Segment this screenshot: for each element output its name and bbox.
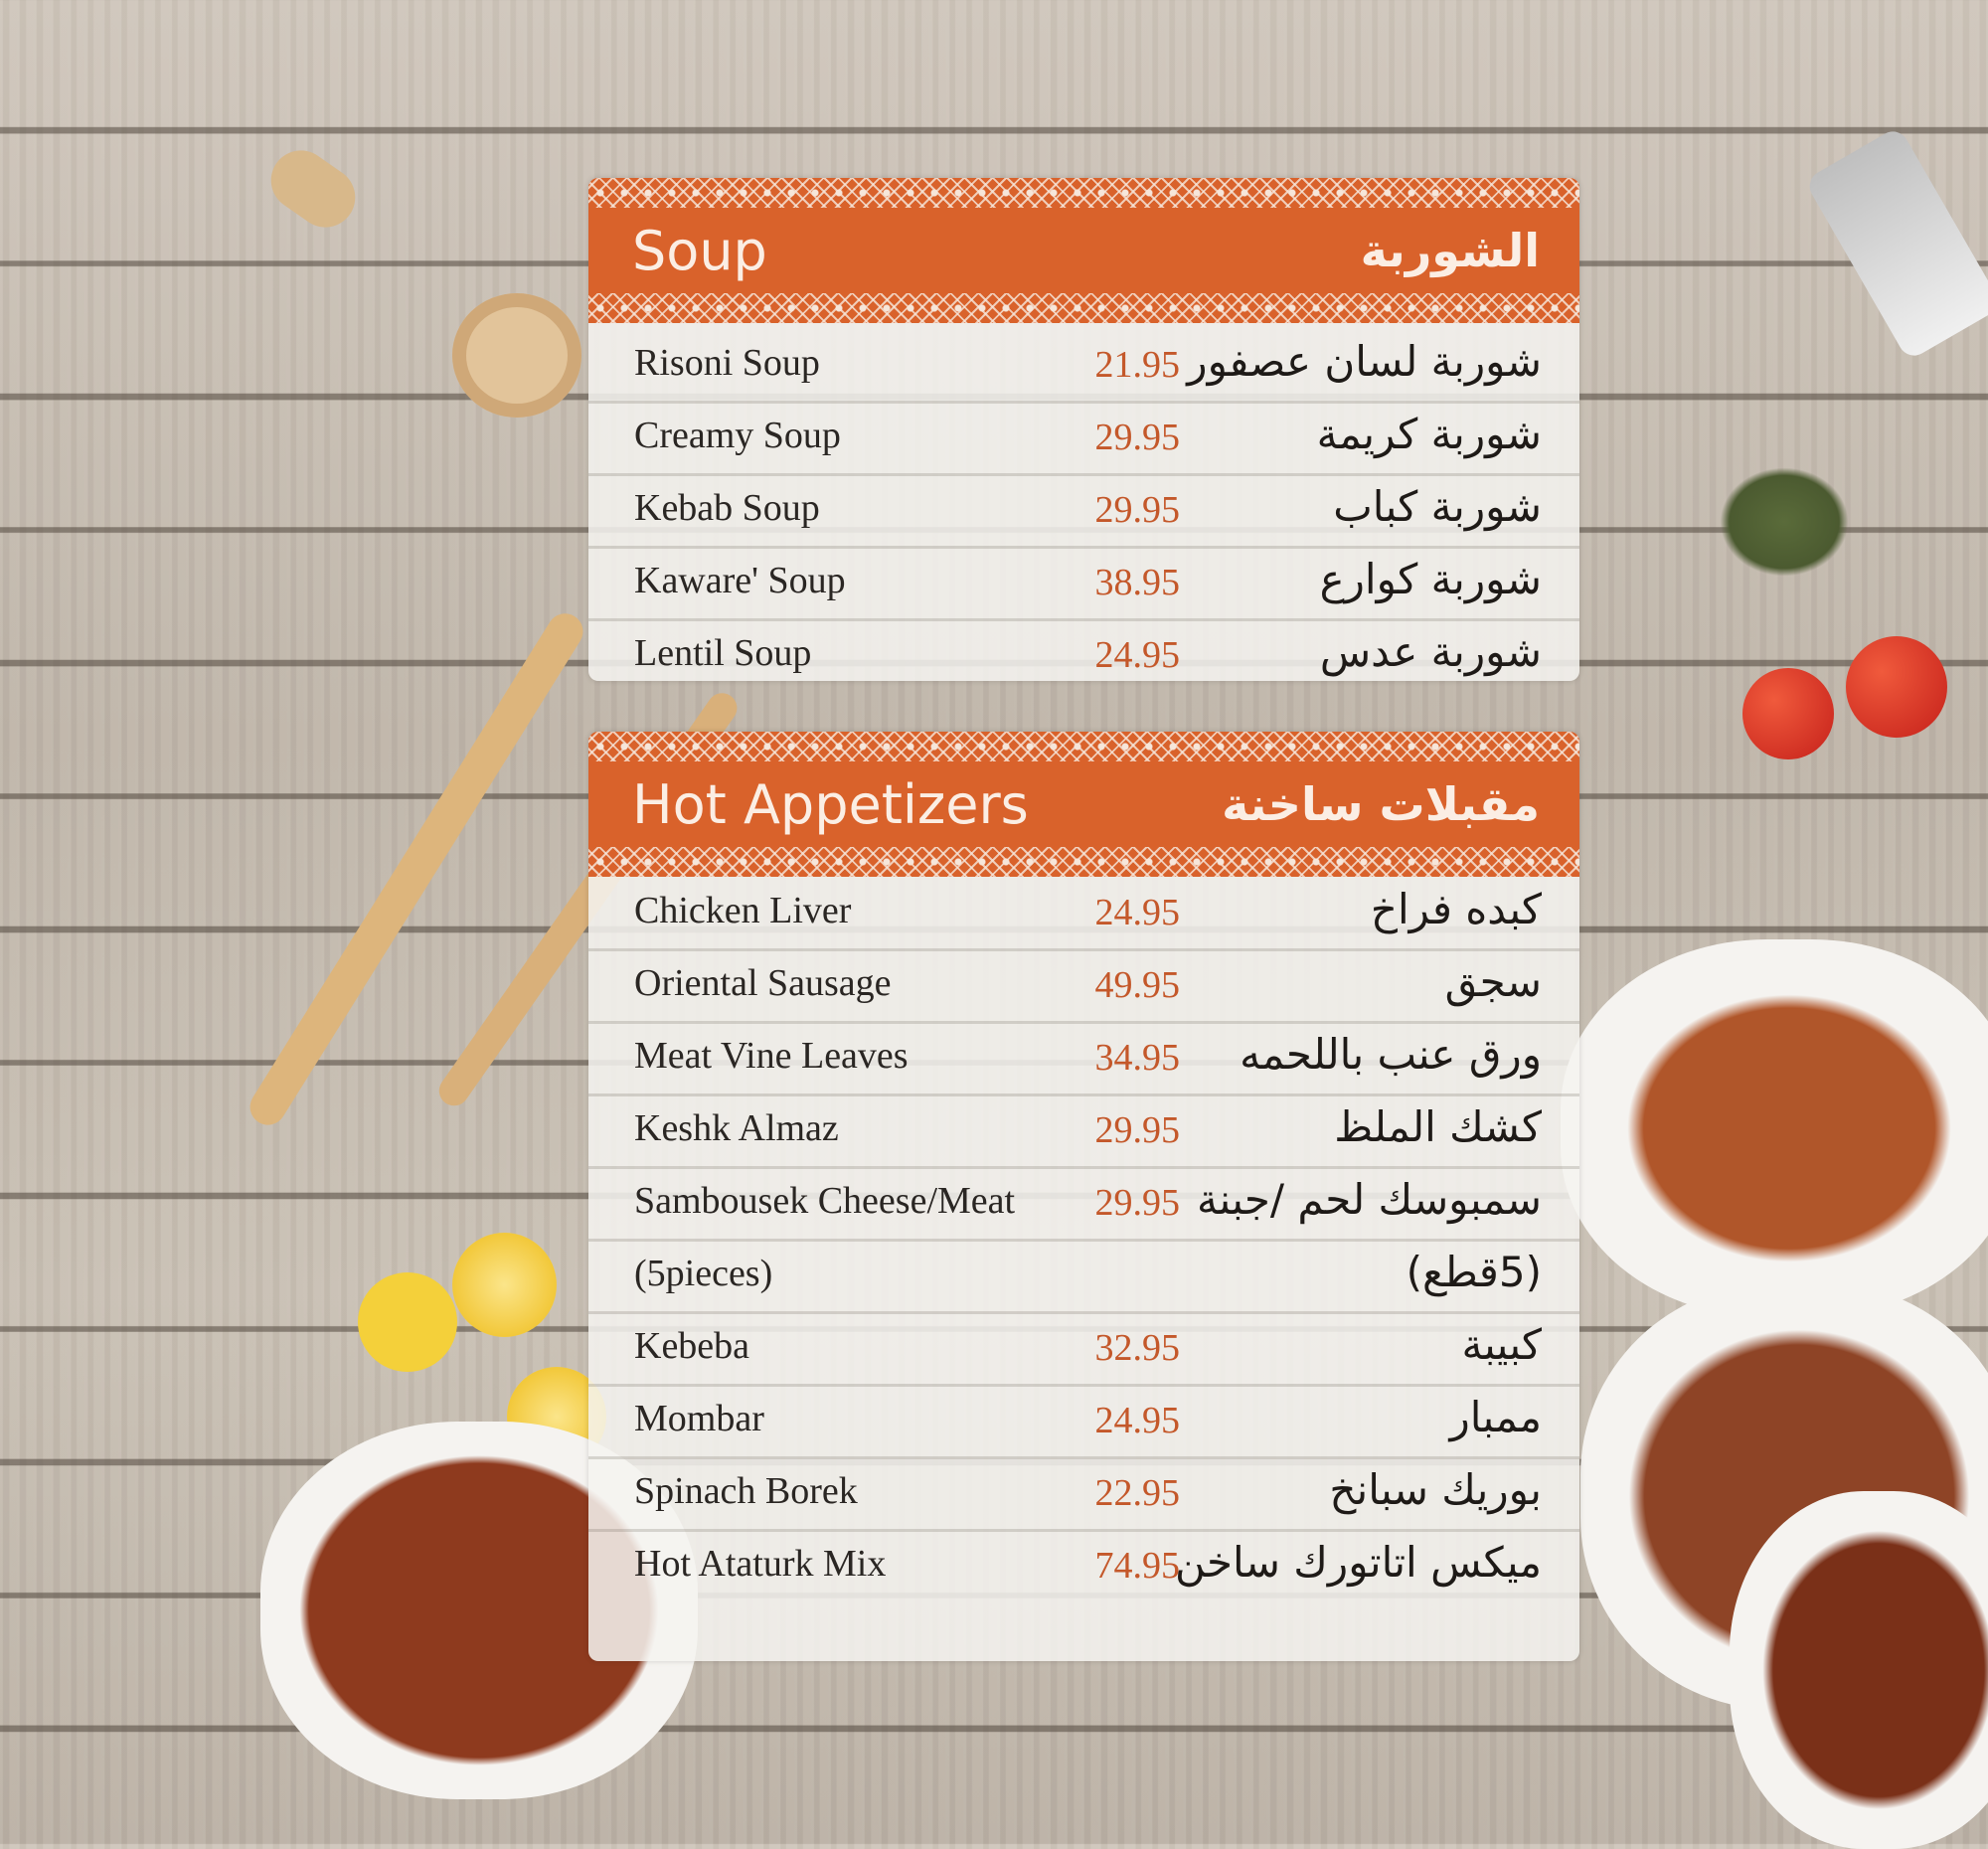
item-price: 24.95 (1094, 892, 1181, 933)
herbs-icon (1720, 467, 1849, 577)
salt-shaker-icon (1803, 125, 1988, 362)
item-name-en: Keshk Almaz (634, 1107, 839, 1149)
item-name-ar: شوربة عدس (1319, 627, 1542, 676)
item-name-ar: شوربة كباب (1333, 482, 1542, 531)
tomato-icon (1742, 668, 1834, 759)
item-price: 29.95 (1094, 1182, 1181, 1224)
menu-item: Kaware' Soup 38.95 شوربة كوارع (588, 549, 1579, 621)
item-name-en: Hot Ataturk Mix (634, 1543, 887, 1585)
item-name-ar: كبيبة (1461, 1320, 1542, 1369)
tomato-icon (1846, 636, 1947, 738)
menu-section-hot-appetizers: Hot Appetizers مقبلات ساخنة Chicken Live… (588, 732, 1579, 1661)
item-price: 29.95 (1094, 417, 1181, 458)
item-name-ar: سجق (1444, 957, 1542, 1006)
item-name-en: Kaware' Soup (634, 560, 846, 601)
item-price: 22.95 (1094, 1472, 1181, 1514)
section-title-en: Hot Appetizers (632, 772, 1029, 836)
item-name-ar: شوربة كريمة (1316, 410, 1542, 458)
item-name-en: Mombar (634, 1398, 764, 1439)
item-name-ar: كبده فراخ (1370, 885, 1542, 933)
item-price: 21.95 (1094, 344, 1181, 386)
item-price: 32.95 (1094, 1327, 1181, 1369)
item-name-ar: شوربة كوارع (1319, 555, 1542, 603)
wooden-scoop-icon (258, 138, 368, 240)
item-name-ar: ورق عنب باللحمه (1240, 1030, 1542, 1079)
section-title-en: Soup (632, 219, 767, 282)
menu-item: Chicken Liver 24.95 كبده فراخ (588, 879, 1579, 951)
menu-item: Kebab Soup 29.95 شوربة كباب (588, 476, 1579, 549)
item-name-ar: سمبوسك لحم /جبنة (1197, 1175, 1542, 1224)
item-name-en: Creamy Soup (634, 415, 841, 456)
item-name-en: Oriental Sausage (634, 962, 892, 1004)
stew-dish-icon (1730, 1491, 1988, 1849)
menu-item: Kebeba 32.95 كبيبة (588, 1314, 1579, 1387)
item-name-ar: ميكس اتاتورك ساخن (1175, 1538, 1542, 1587)
ornament-border (588, 732, 1579, 761)
menu-item: Meat Vine Leaves 34.95 ورق عنب باللحمه (588, 1024, 1579, 1096)
item-name-en: Meat Vine Leaves (634, 1035, 909, 1077)
menu-item: Lentil Soup 24.95 شوربة عدس (588, 621, 1579, 681)
item-price: 24.95 (1094, 634, 1181, 676)
peppercorn-scoop-icon (452, 293, 581, 418)
item-price: 38.95 (1094, 562, 1181, 603)
ornament-border (588, 847, 1579, 877)
menu-item: Mombar 24.95 ممبار (588, 1387, 1579, 1459)
menu-item: Creamy Soup 29.95 شوربة كريمة (588, 404, 1579, 476)
item-price: 49.95 (1094, 964, 1181, 1006)
menu-item: Keshk Almaz 29.95 كشك الملظ (588, 1096, 1579, 1169)
section-header: Soup الشوربة (588, 178, 1579, 323)
item-name-ar: بوريك سبانخ (1329, 1465, 1542, 1514)
ornament-border (588, 293, 1579, 323)
item-name-ar: ممبار (1449, 1393, 1542, 1441)
item-name-ar: كشك الملظ (1334, 1102, 1542, 1151)
ornament-border (588, 178, 1579, 208)
kebba-dish-icon (1561, 939, 1988, 1317)
item-name-en: Sambousek Cheese/Meat (634, 1180, 1016, 1222)
item-name-ar: (5قطع) (1406, 1248, 1542, 1296)
item-price: 29.95 (1094, 1109, 1181, 1151)
item-price: 29.95 (1094, 489, 1181, 531)
wooden-spatula-icon (243, 606, 590, 1132)
section-header: Hot Appetizers مقبلات ساخنة (588, 732, 1579, 877)
menu-item: Sambousek Cheese/Meat 29.95 سمبوسك لحم /جب… (588, 1169, 1579, 1242)
lemon-slice-icon (452, 1233, 557, 1337)
item-name-ar: شوربة لسان عصفور (1187, 337, 1542, 386)
section-title-ar: الشوربة (1360, 224, 1540, 277)
menu-item: Spinach Borek 22.95 بوريك سبانخ (588, 1459, 1579, 1532)
item-name-en: Chicken Liver (634, 890, 852, 931)
menu-item-continuation: (5pieces) (5قطع) (588, 1242, 1579, 1314)
item-price: 24.95 (1094, 1400, 1181, 1441)
menu-item: Hot Ataturk Mix 74.95 ميكس اتاتورك ساخن (588, 1532, 1579, 1601)
item-name-en: Spinach Borek (634, 1470, 858, 1512)
menu-item: Risoni Soup 21.95 شوربة لسان عصفور (588, 331, 1579, 404)
lemon-icon (358, 1272, 457, 1372)
item-name-en: Risoni Soup (634, 342, 820, 384)
menu-item: Oriental Sausage 49.95 سجق (588, 951, 1579, 1024)
item-name-en: Kebab Soup (634, 487, 820, 529)
item-name-en: Lentil Soup (634, 632, 812, 674)
item-name-en: Kebeba (634, 1325, 750, 1367)
item-price: 34.95 (1094, 1037, 1181, 1079)
item-name-en: (5pieces) (634, 1253, 773, 1294)
item-price: 74.95 (1094, 1545, 1181, 1587)
section-title-ar: مقبلات ساخنة (1222, 777, 1540, 831)
menu-section-soup: Soup الشوربة Risoni Soup 21.95 شوربة لسان … (588, 178, 1579, 681)
